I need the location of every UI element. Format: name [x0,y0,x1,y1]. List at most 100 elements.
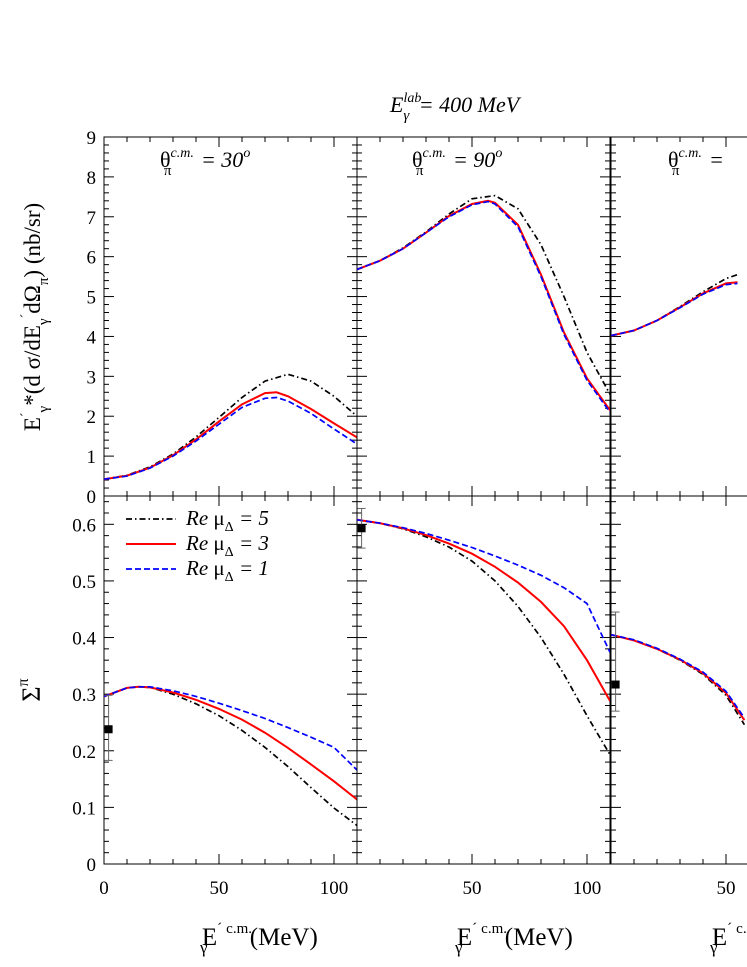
y-tick-label: 3 [87,367,97,388]
series-line [104,391,357,481]
title-sub: γ [403,108,410,124]
data-point [611,680,620,689]
panel-title-symbol: θ [412,147,423,172]
x-tick-label: 0 [99,878,109,899]
legend-mu: μ [213,506,224,530]
top-y-axis-label: E´γ*(d σ/dEγ´dΩπ) (nb/sr) [19,203,52,431]
bottom-ylabel-main: Σ [17,686,46,701]
y-tick-label: 0.1 [72,798,96,819]
xlabel-prime: ´ [472,921,477,937]
panel-bottom-right: 50 [610,495,747,899]
panel-frame [356,495,611,865]
x-tick-label: 100 [573,878,602,899]
xlabel-main: E [202,924,217,951]
series-line [357,199,610,411]
xlabel-sub: γ [199,938,208,957]
series-line [611,633,746,721]
legend-mu: μ [213,556,224,580]
xlabel-sub: γ [709,938,718,957]
x-axis-labels: E´c.m.γ (MeV)E´c.m.γ (MeV)E´c.m.γ (MeV) [199,921,747,957]
panel-title-sup: c.m. [423,146,446,161]
top-ylabel-main: E [20,417,45,431]
panel-title-degree: o [495,146,502,161]
legend-label: Re μΔ = 3 [185,531,269,560]
xlabel-sup: c.m. [226,921,252,937]
legend: Re μΔ = 5Re μΔ = 3Re μΔ = 1 [126,506,269,585]
panel-title-rest: = 30 [195,147,243,172]
y-tick-label: 1 [87,447,97,468]
legend-post: = 1 [234,556,269,580]
x-tick-label: 100 [320,878,349,899]
y-tick-label: 8 [87,168,97,189]
panel-frame [103,136,358,497]
top-ylabel-sub3: π [36,277,52,285]
legend-pre: Re [185,531,213,555]
xlabel-prime: ´ [727,921,732,937]
series-line [104,685,357,771]
xlabel-sup: c.m. [736,921,747,937]
y-tick-label: 0.3 [72,685,96,706]
panel-top-left: 0 1 2 3 4 5 6 7 8 9 [87,128,358,508]
y-tick-label: 0.2 [72,742,96,763]
x-axis-label: E´c.m. γ (MeV) [454,921,573,957]
series-line [611,281,738,337]
panel-title-rest: = 90 [447,147,495,172]
figure-title: Elab γ = 400 MeV [389,91,522,124]
x-tick-label: 50 [210,878,229,899]
title-sup: lab [403,91,421,106]
panel-bottom-middle: 50 100 [356,495,611,899]
panel-title: θc.m. π = 90o [412,146,502,179]
series-line [357,518,610,702]
y-tick-label: 7 [87,208,97,229]
panel-title: θc.m. π = [668,146,724,179]
series-line [357,200,610,413]
xlabel-main: E [457,924,472,951]
data-point [357,524,366,533]
legend-sub: Δ [225,570,234,585]
series-line [104,373,357,481]
legend-pre: Re [185,556,213,580]
y-tick-label: 6 [87,248,97,269]
legend-mu: μ [213,531,224,555]
y-tick-label: 2 [87,407,97,428]
top-ylabel-rest2: dΩ [20,285,45,314]
top-ylabel-prime2: ´ [19,314,34,319]
panel-title-degree: o [243,146,250,161]
y-tick-label: 0 [87,487,97,508]
series-line [104,685,357,801]
panel-title-sub: π [164,163,172,179]
panel-title: θc.m. π = 30o [160,146,250,179]
xlabel-main: E [712,924,727,951]
legend-post: = 3 [234,531,269,555]
legend-label: Re μΔ = 5 [185,506,269,535]
panel-bottom-left: 0 0.1 0.2 0.3 0.4 0.5 0.6 0 50 100 [72,495,358,899]
top-ylabel-rest3: ) (nb/sr) [20,203,45,278]
series-line [611,633,746,726]
x-tick-label: 50 [717,878,736,899]
xlabel-sup: c.m. [481,921,507,937]
data-point [104,725,113,734]
legend-label: Re μΔ = 1 [185,556,269,585]
bottom-ylabel-sup: π [15,678,32,686]
x-tick-label: 50 [463,878,482,899]
y-tick-label: 5 [87,288,97,309]
y-tick-label: 0.4 [72,629,96,650]
top-ylabel-sub2: γ [36,318,52,326]
legend-pre: Re [185,506,213,530]
panel-top-right [610,136,747,497]
panel-title-sub: π [672,163,680,179]
xlabel-rest: (MeV) [244,924,318,951]
x-axis-label: E´c.m. γ (MeV) [199,921,318,957]
xlabel-rest: (MeV) [499,924,573,951]
y-tick-label: 9 [87,128,97,149]
title-rest: = 400 MeV [413,92,521,117]
xlabel-prime: ´ [217,921,222,937]
series-line [611,273,738,337]
legend-sub: Δ [225,520,234,535]
y-tick-label: 0.6 [72,515,96,536]
top-ylabel-prime: ´ [19,412,34,417]
panel-top-middle [356,136,611,497]
series-line [611,633,746,719]
panel-title-sub: π [416,163,424,179]
series-line [611,282,738,337]
